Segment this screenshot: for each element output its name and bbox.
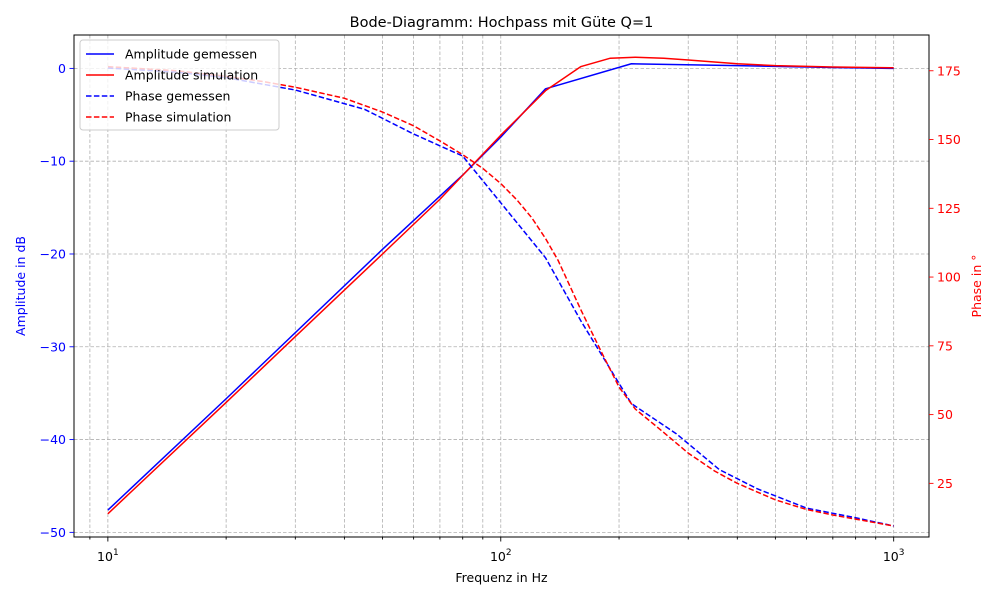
y-right-tick-label: 175	[937, 63, 961, 78]
legend-label: Amplitude simulation	[125, 68, 258, 83]
y-right-tick-label: 50	[937, 407, 953, 422]
ticks-group: 101 102 103 0 −10 −20 −30 −40 −50 25 50 75 100 125 150…	[40, 61, 961, 564]
legend: Amplitude gemessen Amplitude simulation …	[79, 39, 280, 131]
y-axis-left-label: Amplitude in dB	[13, 236, 28, 336]
legend-box	[79, 39, 280, 131]
y-left-tick-label: 0	[58, 61, 66, 76]
series-line	[107, 67, 894, 527]
y-left-tick-label: −10	[40, 154, 66, 169]
series-line	[107, 56, 894, 515]
y-left-tick-label: −30	[40, 339, 66, 354]
x-tick-label: 101	[97, 548, 119, 564]
y-right-tick-label: 75	[937, 338, 953, 353]
legend-label: Amplitude gemessen	[125, 47, 257, 62]
y-right-tick-label: 100	[937, 270, 961, 285]
y-right-tick-label: 150	[937, 132, 961, 147]
y-axis-right-label: Phase in °	[969, 255, 984, 318]
series-line	[107, 65, 894, 527]
x-axis-label: Frequenz in Hz	[455, 570, 548, 585]
y-right-tick-label: 25	[937, 476, 953, 491]
x-tick-label: 102	[490, 548, 512, 564]
chart-title: Bode-Diagramm: Hochpass mit Güte Q=1	[350, 15, 654, 31]
y-left-tick-label: −20	[40, 246, 66, 261]
y-left-tick-label: −40	[40, 432, 66, 447]
legend-label: Phase simulation	[125, 110, 231, 125]
legend-label: Phase gemessen	[125, 89, 230, 104]
y-right-tick-label: 125	[937, 201, 961, 216]
series-group	[107, 56, 894, 527]
plot-frame	[73, 34, 930, 538]
x-tick-label: 103	[883, 548, 905, 564]
y-left-tick-label: −50	[40, 525, 66, 540]
